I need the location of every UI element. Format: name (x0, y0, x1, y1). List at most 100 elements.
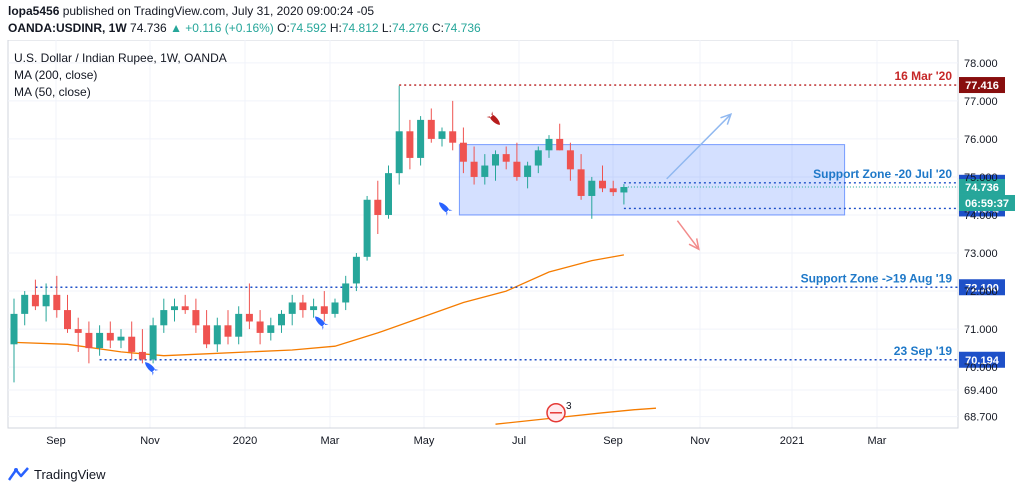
candle-body (96, 332, 104, 349)
arrow-down-head[interactable] (688, 238, 700, 251)
candle-body (149, 325, 157, 360)
zone-rect[interactable] (458, 144, 846, 216)
horizontal-levels[interactable]: 16 Mar '20 77.416 Support Zone -20 Jul '20… (35, 69, 1015, 368)
rocket-icon[interactable] (142, 359, 159, 376)
y-tick-label: 73.000 (964, 248, 998, 260)
x-tick-label: Nov (140, 435, 160, 447)
candle-body (363, 199, 371, 257)
legend-ma50[interactable]: MA (50, close) (14, 85, 91, 99)
candle-body (213, 325, 221, 345)
tradingview-brand: TradingView (34, 466, 106, 482)
rocket-down-icon-body (490, 114, 500, 125)
candle-body (278, 313, 285, 326)
price-axis[interactable]: 68.700 69.400 70.000 71.000 72.000 73.000 74.0… (964, 58, 998, 424)
candle-body (545, 138, 553, 151)
candle-body (224, 325, 232, 337)
support-zone-box[interactable] (458, 144, 846, 216)
candle-body (513, 161, 521, 177)
time-axis[interactable]: Sep Nov 2020 Mar May Jul Sep Nov 2021 Mar (8, 427, 958, 447)
candle-body (320, 306, 328, 314)
level-label: Support Zone ->19 Aug '19 (801, 271, 953, 285)
arrow-up-head[interactable] (720, 112, 733, 125)
y-tick-label: 74.000 (964, 210, 998, 222)
level-label: 23 Sep '19 (894, 344, 953, 358)
candle-body (566, 150, 574, 170)
candle-body (352, 256, 360, 284)
chart-icons[interactable]: 3 (142, 111, 572, 423)
candle-body (556, 138, 564, 151)
rocket-down-icon[interactable] (486, 111, 503, 127)
y-tick-label: 72.000 (964, 286, 998, 298)
y-tick-label: 78.000 (964, 58, 998, 70)
moving-averages (13, 254, 657, 425)
candle-body (74, 329, 82, 333)
legend-ma200[interactable]: MA (200, close) (14, 68, 97, 82)
candle-body (481, 165, 489, 177)
level-value-tag (959, 77, 1005, 94)
quote-line: OANDA:USDINR, 1W 74.736 ▲ +0.116 (+0.16%… (8, 21, 481, 35)
y-tick-label: 77.000 (964, 96, 998, 108)
x-tick-label: Mar (321, 435, 340, 447)
rocket-icon-body (439, 202, 449, 213)
candle-body (256, 321, 264, 333)
candle-body (288, 302, 296, 314)
candle-body (502, 154, 510, 162)
price-chart[interactable]: 16 Mar '20 77.416 Support Zone -20 Jul '20… (0, 40, 1024, 458)
last-price-text: 74.736 (965, 182, 999, 194)
candle-body (267, 325, 275, 333)
candle-body (577, 169, 585, 196)
plot-area[interactable] (7, 40, 959, 429)
low-value: 74.276 (391, 21, 429, 35)
publish-line: lopa5456 published on TradingView.com, J… (8, 4, 374, 18)
candle-body (449, 131, 457, 143)
candle-body (10, 313, 18, 345)
publisher-name[interactable]: lopa5456 (8, 4, 60, 18)
tradingview-logo[interactable]: TradingView (8, 466, 106, 482)
price-change: +0.116 (+0.16%) (185, 21, 274, 35)
candle-body (181, 306, 189, 311)
close-value: 74.736 (443, 21, 481, 35)
rocket-icon[interactable] (436, 200, 453, 216)
candle-body (203, 325, 211, 345)
open-value: 74.592 (289, 21, 327, 35)
candle-body (85, 332, 93, 349)
candle-body (374, 199, 382, 215)
level-label: Support Zone -20 Jul '20 (813, 167, 952, 181)
candle-body (138, 351, 146, 360)
event-count: 3 (566, 401, 572, 412)
candle-body (417, 119, 425, 158)
x-tick-label: 2021 (780, 435, 804, 447)
candle-body (609, 188, 617, 193)
chart-header: lopa5456 published on TradingView.com, J… (0, 0, 1024, 40)
rocket-icon-body (315, 316, 325, 327)
high-value: 74.812 (341, 21, 379, 35)
countdown-text: 06:59:37 (965, 198, 1009, 210)
candle-body (21, 294, 29, 314)
projection-arrows[interactable] (666, 112, 733, 251)
candle-body (128, 336, 136, 352)
x-tick-label: Nov (690, 435, 710, 447)
candle-body (117, 336, 125, 341)
candle-body (395, 131, 403, 174)
y-tick-label: 76.000 (964, 134, 998, 146)
up-triangle-icon: ▲ (170, 21, 182, 35)
y-tick-label: 68.700 (964, 412, 998, 424)
rocket-icon-fins (446, 209, 453, 216)
ma200-line (495, 407, 657, 425)
level-value-text: 72.100 (965, 282, 999, 294)
x-tick-label: Mar (868, 435, 887, 447)
level-label: 16 Mar '20 (894, 69, 952, 83)
rocket-icon[interactable] (312, 314, 329, 330)
arrow-down-shaft[interactable] (676, 220, 700, 250)
arrow-up-shaft[interactable] (666, 113, 732, 180)
legend: U.S. Dollar / Indian Rupee, 1W, OANDA MA… (14, 51, 227, 99)
y-tick-label: 70.000 (964, 362, 998, 374)
high-label: H: (329, 21, 342, 35)
candle-body (331, 302, 339, 314)
candle-body (31, 294, 39, 307)
candle-body (299, 302, 307, 311)
candle-body (192, 310, 200, 326)
rocket-icon-body (145, 362, 155, 373)
legend-title: U.S. Dollar / Indian Rupee, 1W, OANDA (14, 51, 227, 65)
ma50-line (13, 254, 625, 357)
